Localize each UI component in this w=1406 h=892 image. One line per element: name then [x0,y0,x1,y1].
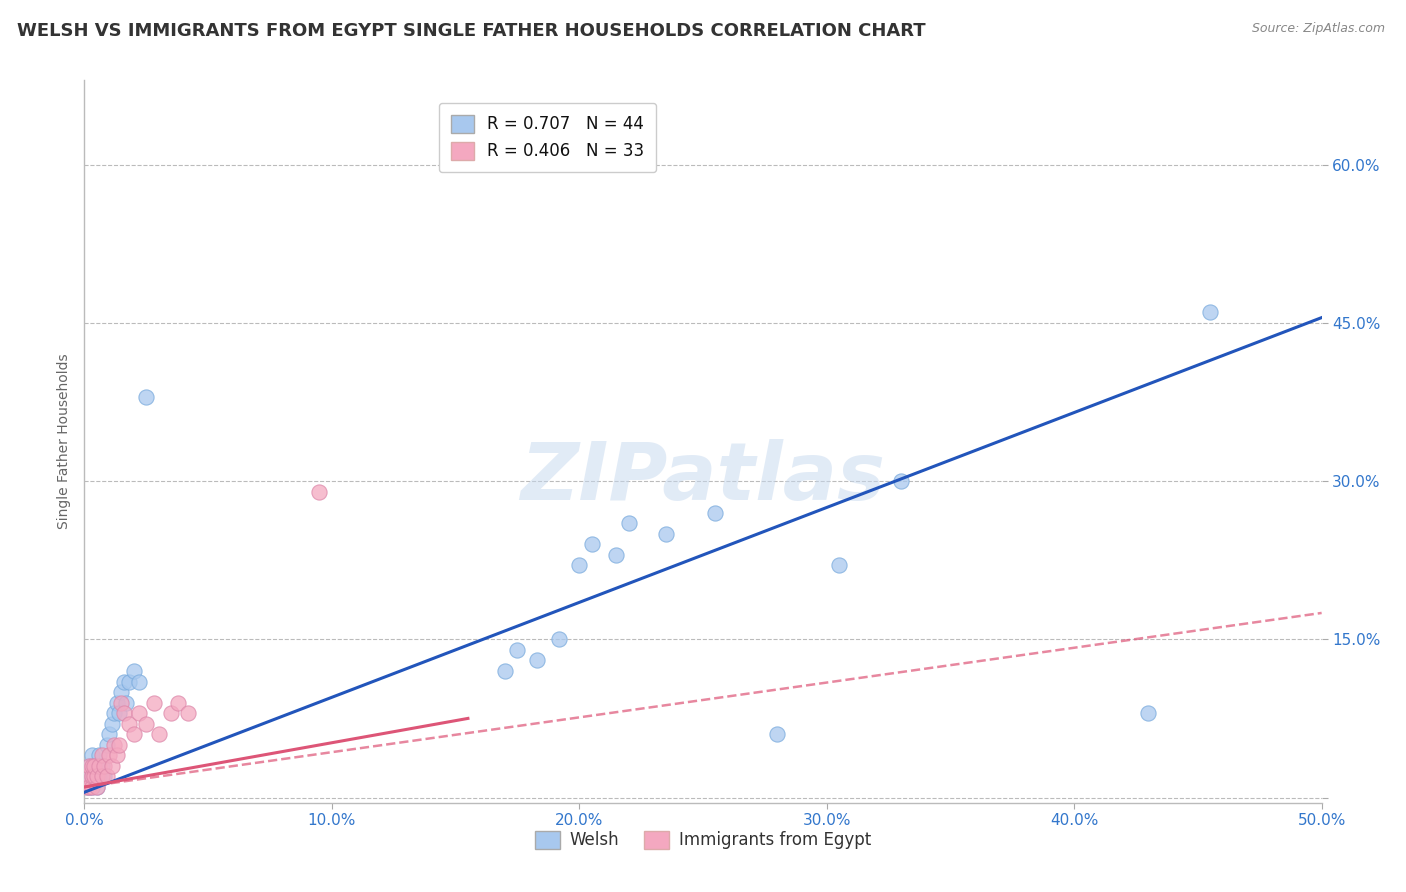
Point [93,759,115,773]
Point [704,506,727,520]
Point [122,727,145,741]
Text: Source: ZipAtlas.com: Source: ZipAtlas.com [1251,22,1385,36]
Point [112,706,135,720]
Text: ZIPatlas: ZIPatlas [520,439,886,516]
Point [100,716,122,731]
Point [110,696,132,710]
Point [142,696,165,710]
Point [105,696,128,710]
Point [308,484,330,499]
Point [1137,706,1160,720]
Point [98,748,121,763]
Point [506,643,529,657]
Point [112,674,135,689]
Point [115,696,138,710]
Point [135,390,157,404]
Point [118,716,141,731]
Point [568,558,591,573]
Point [80,780,103,794]
Point [79,759,101,773]
Point [105,748,128,763]
Point [80,748,103,763]
Point [890,474,912,488]
Point [110,685,132,699]
Text: WELSH VS IMMIGRANTS FROM EGYPT SINGLE FATHER HOUSEHOLDS CORRELATION CHART: WELSH VS IMMIGRANTS FROM EGYPT SINGLE FA… [17,22,925,40]
Point [96,769,118,783]
Point [80,759,103,773]
Point [122,664,145,678]
Point [76,780,98,794]
Point [83,769,105,783]
Point [548,632,571,647]
Point [103,706,125,720]
Point [128,674,150,689]
Point [86,780,108,794]
Point [98,727,121,741]
Point [177,706,200,720]
Point [79,759,101,773]
Point [148,727,170,741]
Point [90,769,112,783]
Point [80,780,103,794]
Point [526,653,548,667]
Point [90,759,112,773]
Point [89,759,111,773]
Point [617,516,640,531]
Point [118,674,141,689]
Point [89,748,111,763]
Y-axis label: Single Father Households: Single Father Households [58,354,72,529]
Point [160,706,183,720]
Point [83,759,105,773]
Point [581,537,603,551]
Point [655,526,678,541]
Point [828,558,851,573]
Point [76,769,98,783]
Point [605,548,627,562]
Point [86,759,108,773]
Point [89,769,111,783]
Point [83,759,105,773]
Point [86,769,108,783]
Point [1199,305,1222,319]
Point [90,748,112,763]
Point [79,780,101,794]
Point [108,706,131,720]
Point [103,738,125,752]
Point [167,696,190,710]
Point [76,769,98,783]
Legend: Welsh, Immigrants from Egypt: Welsh, Immigrants from Egypt [527,824,879,856]
Point [93,769,115,783]
Point [79,769,101,783]
Point [108,738,131,752]
Point [80,769,103,783]
Point [96,738,118,752]
Point [100,759,122,773]
Point [86,780,108,794]
Point [76,780,98,794]
Point [79,780,101,794]
Point [766,727,789,741]
Point [80,769,103,783]
Point [494,664,516,678]
Point [83,769,105,783]
Point [128,706,150,720]
Point [135,716,157,731]
